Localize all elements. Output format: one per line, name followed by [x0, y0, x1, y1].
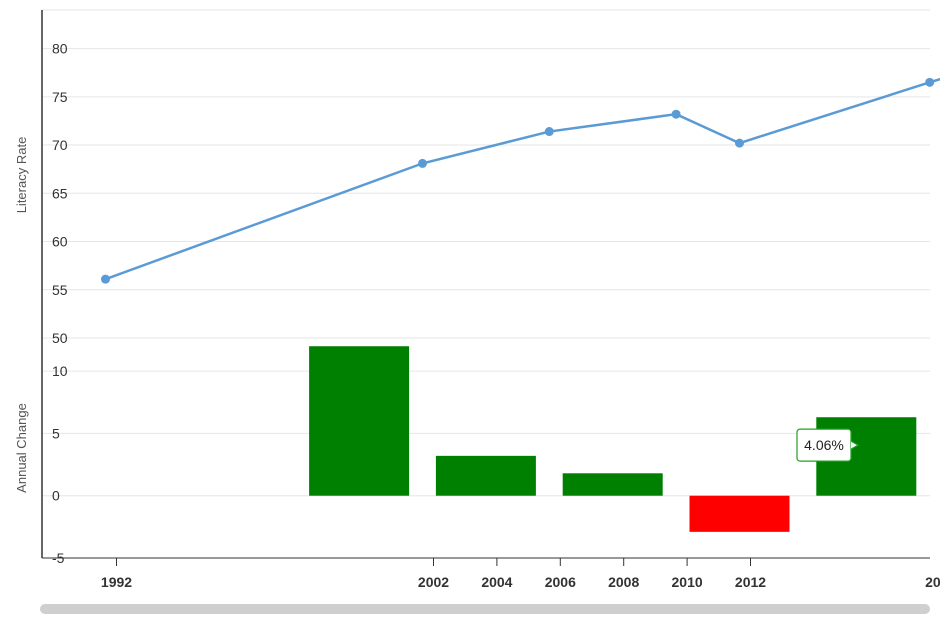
bar-mark[interactable] — [435, 455, 536, 496]
bar-y-tick-label: 10 — [52, 363, 68, 379]
literacy-line — [105, 77, 940, 281]
bar-y-tick-label: 5 — [52, 425, 60, 441]
bar-tooltip-pointer — [850, 440, 860, 450]
x-tick-label: 2004 — [481, 574, 512, 590]
bar-mark[interactable] — [562, 473, 663, 496]
line-point[interactable] — [925, 77, 935, 87]
line-y-axis-title: Literacy Rate — [14, 137, 29, 214]
line-y-tick-label: 60 — [52, 234, 68, 250]
line-point[interactable] — [735, 138, 744, 148]
line-point[interactable] — [544, 127, 554, 137]
line-y-tick-label: 80 — [52, 41, 68, 57]
bar-mark[interactable] — [309, 346, 410, 496]
x-tick-label: 2008 — [608, 574, 639, 590]
x-tick-label: 2018 — [925, 574, 940, 590]
line-y-tick-label: 65 — [52, 185, 68, 201]
line-y-tick-label: 75 — [52, 89, 68, 105]
line-layer — [101, 77, 940, 284]
tooltip-layer: 202280.59%4.06% — [796, 428, 860, 462]
line-y-tick-label: 70 — [52, 137, 68, 153]
x-tick-label: 2010 — [672, 574, 703, 590]
line-point[interactable] — [418, 158, 427, 168]
x-tick-label: 2012 — [735, 574, 766, 590]
bar-y-tick-label: 0 — [52, 488, 60, 504]
line-y-tick-label: 50 — [52, 330, 68, 346]
x-tick-label: 1992 — [101, 574, 132, 590]
bar-mark[interactable] — [689, 495, 790, 532]
horizontal-scrollbar[interactable] — [40, 604, 930, 614]
bar-y-axis-title: Annual Change — [14, 403, 29, 493]
line-y-tick-label: 55 — [52, 282, 68, 298]
x-tick-label: 2002 — [418, 574, 449, 590]
bar-tooltip-text: 4.06% — [804, 437, 844, 453]
line-point[interactable] — [101, 274, 110, 284]
x-tick-label: 2006 — [545, 574, 576, 590]
line-point[interactable] — [671, 109, 681, 119]
